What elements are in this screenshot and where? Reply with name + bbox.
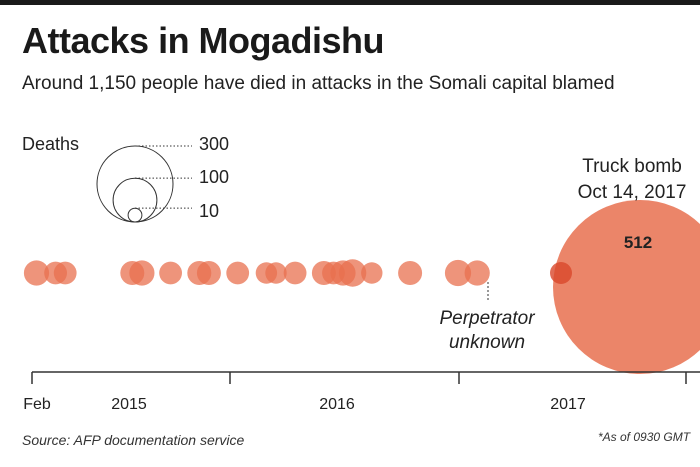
x-axis: Feb 2015 2016 2017	[23, 371, 700, 413]
legend-circle-10	[127, 207, 143, 223]
attack-bubble	[553, 200, 700, 374]
x-tick-label: 2016	[319, 396, 355, 413]
perpetrator-label-line1: Perpetrator	[439, 308, 535, 329]
attack-bubble	[23, 260, 50, 286]
x-tick-label: 2017	[550, 396, 586, 413]
truck-bomb-value-label: 512	[624, 233, 652, 252]
chart-subtitle: Around 1,150 people have died in attacks…	[22, 73, 615, 94]
chart-title: Attacks in Mogadishu	[22, 20, 385, 61]
legend-value-label: 100	[199, 167, 229, 187]
top-rule	[0, 0, 700, 5]
attack-bubble	[464, 260, 490, 286]
truck-bomb-label-line2: Oct 14, 2017	[578, 182, 687, 203]
attack-bubble	[159, 261, 183, 285]
bubble-series	[23, 200, 700, 374]
attack-bubble	[338, 259, 367, 287]
attack-bubble	[265, 262, 287, 284]
legend-label: Deaths	[22, 134, 79, 154]
legend-circle-100	[112, 177, 158, 223]
attack-bubble	[398, 261, 423, 285]
attack-bubble	[196, 261, 221, 285]
legend-value-label: 300	[199, 134, 229, 154]
legend-value-label: 10	[199, 201, 219, 221]
size-legend: Deaths 300 100 10	[22, 134, 229, 223]
attack-bubble	[226, 261, 250, 285]
legend-circle-300	[96, 145, 174, 223]
x-tick-label: Feb	[23, 396, 51, 413]
attack-bubble	[129, 260, 155, 286]
source-note: Source: AFP documentation service	[22, 432, 245, 448]
attack-bubble	[361, 262, 383, 284]
x-tick-label: 2015	[111, 396, 147, 413]
truck-bomb-label-line1: Truck bomb	[582, 156, 682, 177]
attack-bubble	[283, 261, 307, 285]
attack-bubble	[444, 259, 472, 287]
timing-note: *As of 0930 GMT	[598, 430, 691, 444]
perpetrator-label-line2: unknown	[449, 332, 525, 353]
attack-bubble-overlap	[550, 262, 572, 284]
attack-bubble	[53, 261, 77, 285]
